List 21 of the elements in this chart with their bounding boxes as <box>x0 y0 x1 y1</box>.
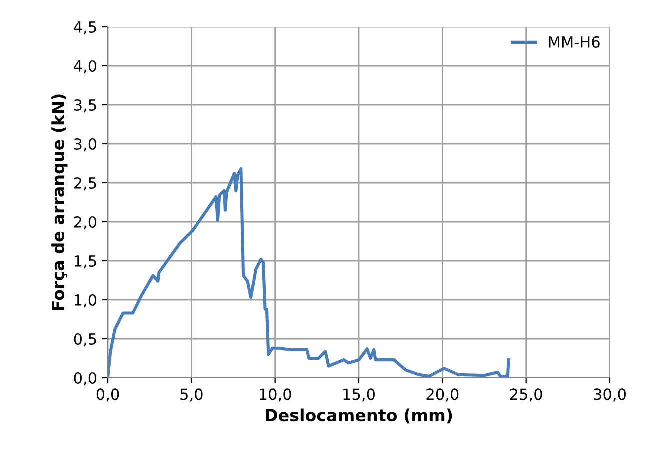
x-tick-label: 0,0 <box>96 388 120 402</box>
y-tick-label: 3,0 <box>74 138 97 152</box>
x-tick-label: 25,0 <box>510 388 542 402</box>
y-tick-label: 1,0 <box>74 294 97 308</box>
x-tick-label: 15,0 <box>344 388 375 402</box>
y-tick-label: 3,5 <box>74 99 96 113</box>
x-tick-label: 5,0 <box>180 388 203 402</box>
line-series <box>108 167 510 378</box>
y-tick-label: 4,5 <box>74 22 96 35</box>
y-tick-label: 2,5 <box>74 177 96 191</box>
y-tick-label: 0,0 <box>74 372 97 386</box>
x-axis-title: Deslocamento (mm) <box>266 408 452 424</box>
y-tick-label: 1,5 <box>74 256 96 269</box>
legend-label: MM-H6 <box>549 36 600 48</box>
y-tick-label: 2,0 <box>74 216 97 230</box>
y-axis-title: Força de arranque (kN) <box>52 94 68 310</box>
x-tick-label: 10,0 <box>260 388 292 402</box>
x-tick-label: 20,0 <box>426 388 459 402</box>
x-tick-label: 30,0 <box>594 388 626 402</box>
y-tick-label: 4,0 <box>74 60 97 74</box>
y-tick-label: 0,5 <box>74 333 96 347</box>
